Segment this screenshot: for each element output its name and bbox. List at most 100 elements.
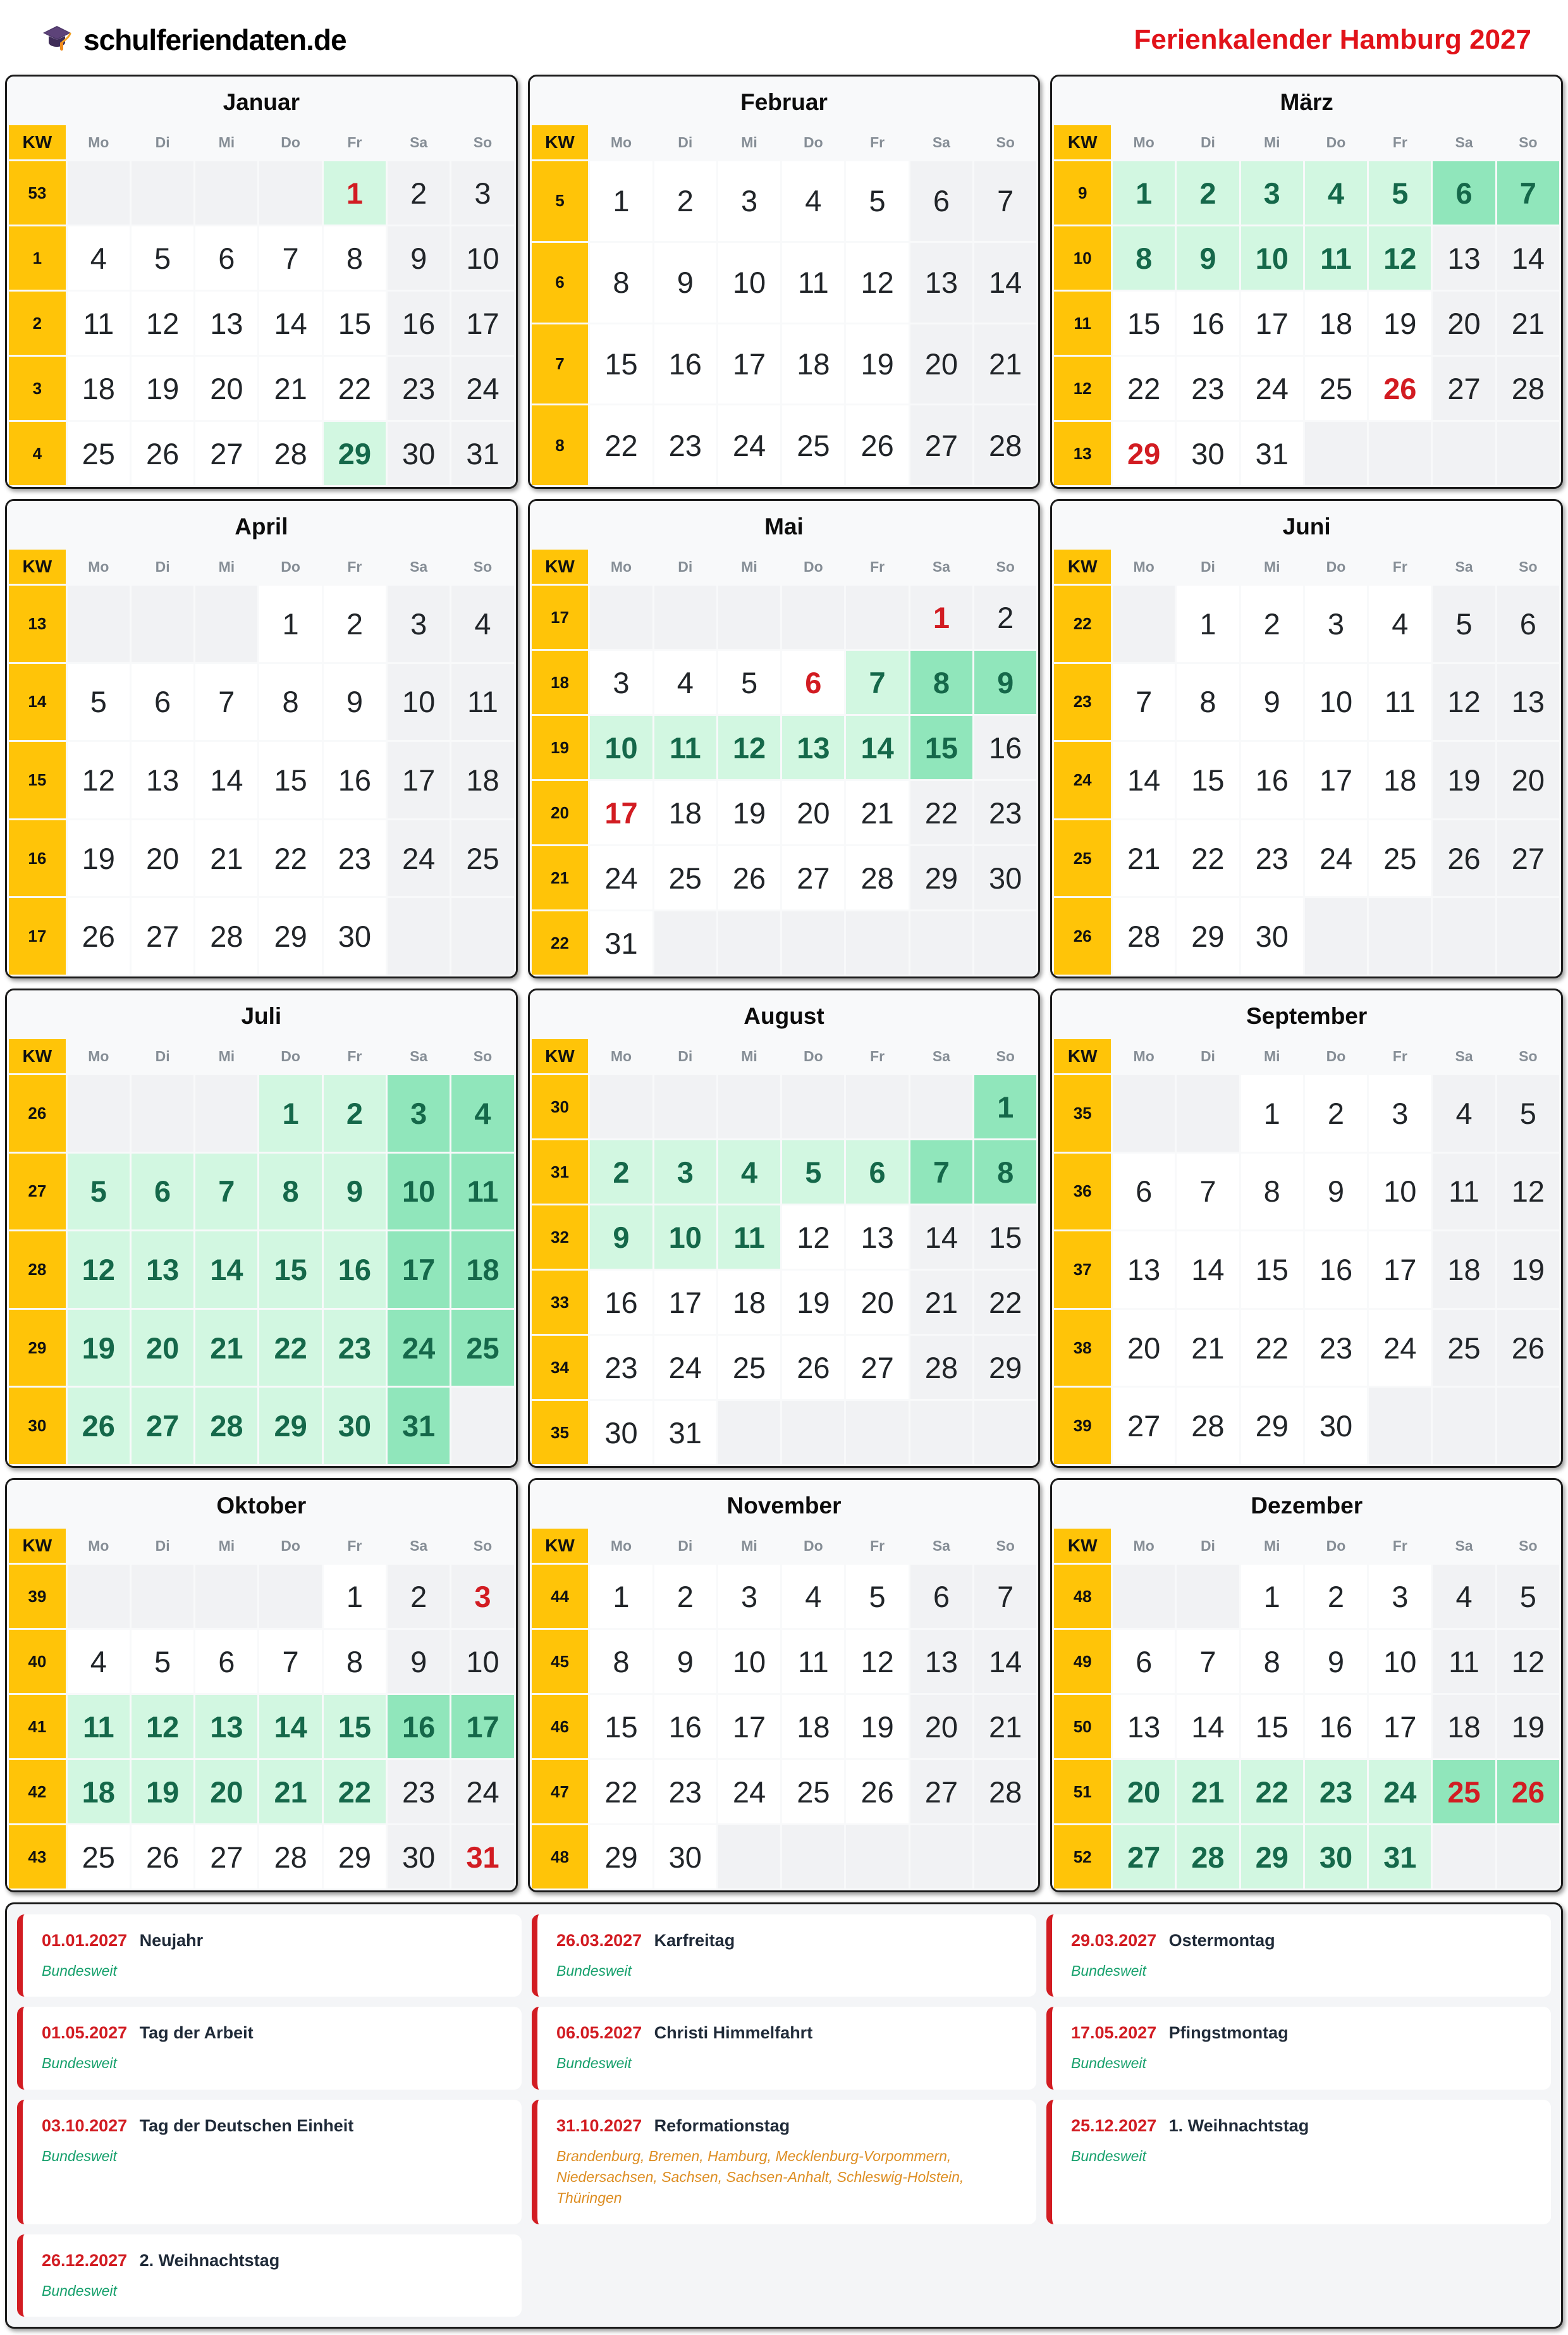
day-cell: 27 <box>910 405 973 485</box>
day-cell: 28 <box>846 846 909 909</box>
month-table: KW Mo Di Mi Do Fr Sa So 53 1 2 3 1 4 5 6 7 8 9 10 2 11 12 13 14… <box>7 123 516 487</box>
day-cell <box>718 1401 781 1464</box>
day-cell: 10 <box>388 1153 450 1230</box>
month-title: Juli <box>7 990 516 1037</box>
holiday-date: 01.05.2027 <box>42 2023 128 2043</box>
weekday-header-fr: Fr <box>846 125 909 159</box>
kw-cell: 48 <box>1054 1565 1112 1628</box>
day-cell: 11 <box>782 1630 845 1693</box>
kw-cell: 32 <box>531 1205 589 1269</box>
weekday-header-do: Do <box>259 125 322 159</box>
day-cell: 8 <box>259 1153 322 1230</box>
day-cell: 2 <box>323 586 386 662</box>
holiday-name: Tag der Deutschen Einheit <box>135 2116 354 2135</box>
kw-column-header: KW <box>531 550 589 584</box>
day-cell: 12 <box>782 1205 845 1269</box>
kw-cell: 17 <box>531 586 589 649</box>
day-cell: 4 <box>451 1075 514 1152</box>
day-cell: 14 <box>1113 742 1175 818</box>
day-cell: 1 <box>910 586 973 649</box>
kw-cell: 52 <box>1054 1825 1112 1888</box>
day-cell: 17 <box>1369 1695 1431 1758</box>
day-cell: 8 <box>323 1630 386 1693</box>
day-cell: 2 <box>1240 586 1303 662</box>
holiday-name: Karfreitag <box>649 1931 735 1950</box>
day-cell <box>1113 586 1175 662</box>
holiday-region: Bundesweit <box>1071 2147 1146 2164</box>
holiday-name: Tag der Arbeit <box>135 2023 254 2043</box>
day-cell: 12 <box>131 1695 194 1758</box>
day-cell <box>910 1401 973 1464</box>
day-cell: 28 <box>1177 1388 1239 1464</box>
day-cell: 19 <box>131 1760 194 1823</box>
day-cell: 24 <box>718 1760 781 1823</box>
day-cell: 25 <box>1369 820 1431 897</box>
weekday-header-so: So <box>1497 1039 1559 1073</box>
weekday-header-do: Do <box>1304 1529 1368 1563</box>
day-cell: 1 <box>974 1075 1037 1138</box>
day-cell: 29 <box>259 898 322 975</box>
day-cell: 26 <box>1433 820 1495 897</box>
month-title: August <box>529 990 1039 1037</box>
month-table: KW Mo Di Mi Do Fr Sa So 9 1 2 3 4 5 6 7 10 8 9 10 11 12 13 14 1… <box>1052 123 1561 487</box>
month-title: April <box>7 501 516 548</box>
holiday-date: 06.05.2027 <box>556 2023 642 2043</box>
kw-cell: 21 <box>531 846 589 909</box>
day-cell <box>131 1565 194 1628</box>
day-cell: 12 <box>846 1630 909 1693</box>
day-cell: 19 <box>846 324 909 404</box>
day-cell: 9 <box>1240 663 1303 741</box>
weekday-header-mi: Mi <box>1240 1039 1303 1073</box>
day-cell <box>718 586 781 649</box>
day-cell: 20 <box>846 1271 909 1334</box>
day-cell: 22 <box>259 820 322 897</box>
day-cell: 28 <box>195 1388 258 1464</box>
kw-cell: 30 <box>531 1075 589 1138</box>
day-cell: 17 <box>1240 292 1303 355</box>
day-cell: 26 <box>131 422 194 485</box>
day-cell: 31 <box>590 911 652 975</box>
day-cell: 15 <box>590 324 652 404</box>
holiday-name: 2. Weihnachtstag <box>135 2250 280 2270</box>
day-cell: 23 <box>388 1760 450 1823</box>
month-card-april: April KW Mo Di Mi Do Fr Sa So 13 1 2 3 4 14 5 6 7 8 9 10 11… <box>5 499 518 978</box>
month-title: Januar <box>7 77 516 123</box>
day-cell: 3 <box>590 651 652 714</box>
month-title: März <box>1052 77 1561 123</box>
day-cell <box>1369 422 1431 485</box>
weekday-header-so: So <box>1497 1529 1559 1563</box>
day-cell: 22 <box>590 405 652 485</box>
day-cell: 12 <box>1497 1153 1559 1230</box>
kw-cell: 13 <box>9 586 66 662</box>
day-cell: 26 <box>782 1336 845 1399</box>
month-card-mai: Mai KW Mo Di Mi Do Fr Sa So 17 1 2 18 3 4 5 6 7 8 9 19 10 11… <box>527 499 1041 978</box>
kw-cell: 48 <box>531 1825 589 1888</box>
months-grid: Januar KW Mo Di Mi Do Fr Sa So 53 1 2 3 1 4 5 6 7 8 9 10 2 1… <box>5 75 1563 1892</box>
day-cell <box>782 1075 845 1138</box>
kw-cell: 37 <box>1054 1231 1112 1308</box>
weekday-header-mo: Mo <box>590 125 652 159</box>
holiday-date: 17.05.2027 <box>1071 2023 1157 2043</box>
logo-text: schulferiendaten.de <box>83 23 347 56</box>
day-cell: 13 <box>910 242 973 323</box>
day-cell: 24 <box>1304 820 1368 897</box>
day-cell: 1 <box>259 586 322 662</box>
day-cell: 26 <box>1369 357 1431 420</box>
day-cell: 18 <box>451 742 514 818</box>
day-cell: 23 <box>1177 357 1239 420</box>
weekday-header-di: Di <box>131 1039 194 1073</box>
weekday-header-di: Di <box>1177 1529 1239 1563</box>
day-cell: 2 <box>974 586 1037 649</box>
day-cell: 27 <box>1113 1825 1175 1888</box>
day-cell: 27 <box>131 898 194 975</box>
day-cell: 13 <box>195 1695 258 1758</box>
day-cell: 23 <box>388 357 450 420</box>
day-cell <box>1433 1388 1495 1464</box>
kw-cell: 40 <box>9 1630 66 1693</box>
kw-cell: 7 <box>531 324 589 404</box>
day-cell: 5 <box>131 1630 194 1693</box>
weekday-header-do: Do <box>1304 125 1368 159</box>
day-cell: 18 <box>1369 742 1431 818</box>
day-cell: 14 <box>195 742 258 818</box>
day-cell: 29 <box>974 1336 1037 1399</box>
